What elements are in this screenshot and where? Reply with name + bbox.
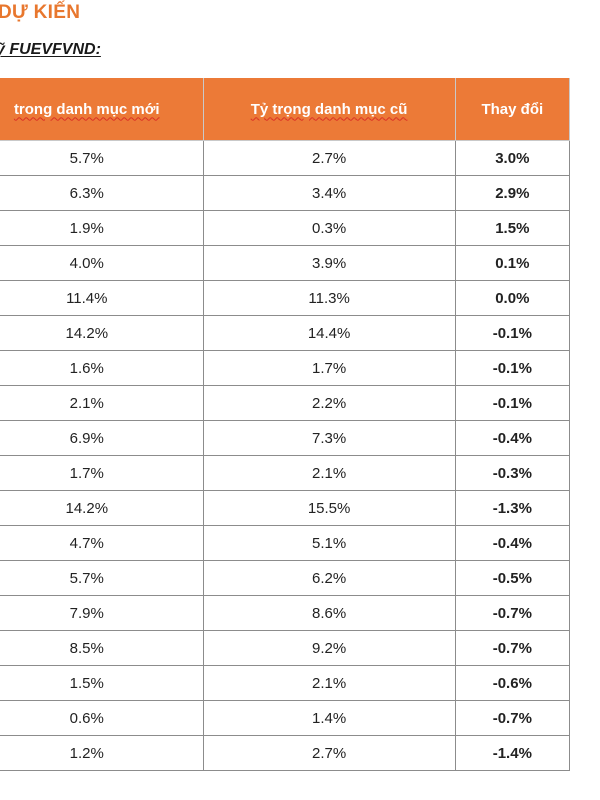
table-header-row: trong danh mục mới Tỷ trọng danh mục cũ … [0, 76, 571, 141]
allocation-table: trong danh mục mới Tỷ trọng danh mục cũ … [0, 76, 571, 771]
table-row: 4.7% 5.1% -0.4% [0, 525, 571, 561]
table-row: 6.3% 3.4% 2.9% [0, 175, 571, 211]
old-weight-cell: 2.2% [202, 385, 456, 421]
change-cell: -0.4% [454, 525, 571, 561]
table-row: 0.6% 1.4% -0.7% [0, 700, 571, 736]
new-weight-cell: 2.1% [0, 385, 204, 421]
new-weight-cell: 8.5% [0, 630, 204, 666]
change-cell: -0.5% [454, 560, 571, 596]
table-row: 11.4% 11.3% 0.0% [0, 280, 571, 316]
old-weight-cell: 1.7% [202, 350, 456, 386]
table-row: 8.5% 9.2% -0.7% [0, 630, 571, 666]
table-row: 1.5% 2.1% -0.6% [0, 665, 571, 701]
old-weight-cell: 3.9% [202, 245, 456, 281]
table-row: 6.9% 7.3% -0.4% [0, 420, 571, 456]
table-row: 4.0% 3.9% 0.1% [0, 245, 571, 281]
change-cell: -0.6% [454, 665, 571, 701]
new-weight-cell: 14.2% [0, 490, 204, 526]
table-row: 7.9% 8.6% -0.7% [0, 595, 571, 631]
change-cell: 0.0% [454, 280, 571, 316]
new-weight-cell: 5.7% [0, 140, 204, 176]
new-weight-cell: 7.9% [0, 595, 204, 631]
old-weight-cell: 11.3% [202, 280, 456, 316]
header-new-weight: trong danh mục mới [0, 76, 204, 141]
new-weight-cell: 14.2% [0, 315, 204, 351]
new-weight-cell: 1.5% [0, 665, 204, 701]
change-cell: -0.1% [454, 350, 571, 386]
table-row: 5.7% 6.2% -0.5% [0, 560, 571, 596]
new-weight-cell: 6.9% [0, 420, 204, 456]
old-weight-cell: 2.1% [202, 665, 456, 701]
new-weight-cell: 5.7% [0, 560, 204, 596]
new-weight-cell: 1.6% [0, 350, 204, 386]
change-cell: 3.0% [454, 140, 571, 176]
table-row: 1.6% 1.7% -0.1% [0, 350, 571, 386]
header-change: Thay đổi [454, 76, 571, 141]
header-old-weight: Tỷ trọng danh mục cũ [202, 76, 456, 141]
old-weight-cell: 0.3% [202, 210, 456, 246]
table-row: 1.2% 2.7% -1.4% [0, 735, 571, 771]
table-row: 14.2% 15.5% -1.3% [0, 490, 571, 526]
new-weight-cell: 4.0% [0, 245, 204, 281]
old-weight-cell: 15.5% [202, 490, 456, 526]
old-weight-cell: 2.7% [202, 140, 456, 176]
change-cell: -0.1% [454, 315, 571, 351]
table-row: 5.7% 2.7% 3.0% [0, 140, 571, 176]
change-cell: 1.5% [454, 210, 571, 246]
old-weight-cell: 5.1% [202, 525, 456, 561]
new-weight-cell: 4.7% [0, 525, 204, 561]
new-weight-cell: 6.3% [0, 175, 204, 211]
change-cell: -0.7% [454, 700, 571, 736]
change-cell: -0.4% [454, 420, 571, 456]
table-row: 14.2% 14.4% -0.1% [0, 315, 571, 351]
table-row: 2.1% 2.2% -0.1% [0, 385, 571, 421]
fund-subtitle: ỹ FUEVFVND: [0, 41, 101, 58]
table-row: 1.7% 2.1% -0.3% [0, 455, 571, 491]
old-weight-cell: 3.4% [202, 175, 456, 211]
change-cell: -0.1% [454, 385, 571, 421]
new-weight-cell: 11.4% [0, 280, 204, 316]
new-weight-cell: 1.9% [0, 210, 204, 246]
page-title: DỰ KIẾN [0, 2, 81, 23]
old-weight-cell: 6.2% [202, 560, 456, 596]
change-cell: -1.4% [454, 735, 571, 771]
new-weight-cell: 0.6% [0, 700, 204, 736]
change-cell: -0.7% [454, 630, 571, 666]
old-weight-cell: 9.2% [202, 630, 456, 666]
old-weight-cell: 14.4% [202, 315, 456, 351]
change-cell: -1.3% [454, 490, 571, 526]
new-weight-cell: 1.2% [0, 735, 204, 771]
change-cell: 2.9% [454, 175, 571, 211]
new-weight-cell: 1.7% [0, 455, 204, 491]
table-row: 1.9% 0.3% 1.5% [0, 210, 571, 246]
change-cell: -0.7% [454, 595, 571, 631]
table-body: 5.7% 2.7% 3.0% 6.3% 3.4% 2.9% 1.9% 0.3% 1.5% 4.0%… [0, 140, 571, 771]
old-weight-cell: 8.6% [202, 595, 456, 631]
old-weight-cell: 2.7% [202, 735, 456, 771]
change-cell: -0.3% [454, 455, 571, 491]
change-cell: 0.1% [454, 245, 571, 281]
old-weight-cell: 2.1% [202, 455, 456, 491]
old-weight-cell: 1.4% [202, 700, 456, 736]
old-weight-cell: 7.3% [202, 420, 456, 456]
